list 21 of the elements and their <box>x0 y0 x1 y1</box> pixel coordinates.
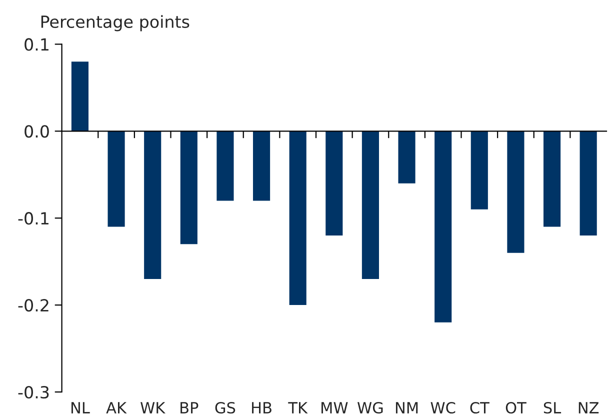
x-tick-label: NL <box>71 402 90 414</box>
x-tick-label: NM <box>396 402 418 414</box>
x-tick-label: AK <box>106 402 127 414</box>
y-tick-label: -0.2 <box>18 299 48 312</box>
x-tick-label: MW <box>322 402 348 414</box>
x-tick-label: WG <box>358 402 383 414</box>
x-tick-label: OT <box>506 402 526 414</box>
x-tick-label: CT <box>470 402 490 414</box>
y-tick-label: 0.0 <box>24 125 49 138</box>
x-tick-label: NZ <box>578 402 599 414</box>
x-tick-label: TK <box>288 402 308 414</box>
x-tick-label: BP <box>180 402 198 414</box>
x-tick-label: WC <box>430 402 456 414</box>
x-tick-label: WK <box>140 402 166 414</box>
x-tick-label: GS <box>215 402 236 414</box>
y-axis-title: Percentage points <box>41 15 190 32</box>
x-tick-label: HB <box>252 402 272 414</box>
x-tick-label: SL <box>544 402 562 414</box>
y-tick-label: 0.1 <box>24 38 48 51</box>
y-tick-label: -0.1 <box>18 212 48 225</box>
y-tick-label: -0.3 <box>18 386 49 399</box>
